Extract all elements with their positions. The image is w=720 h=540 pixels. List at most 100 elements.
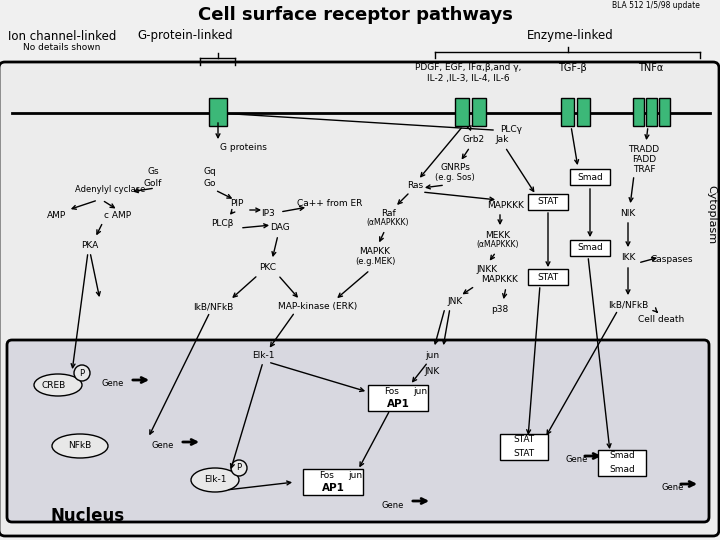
Text: Ca++ from ER: Ca++ from ER [297, 199, 363, 208]
Text: Caspases: Caspases [651, 255, 693, 265]
Bar [646, 98, 657, 126]
Text: PDGF, EGF, IFα,β,and γ,: PDGF, EGF, IFα,β,and γ, [415, 64, 521, 72]
Bar [368, 385, 428, 411]
Ellipse shape [52, 434, 108, 458]
Text: AP1: AP1 [322, 483, 344, 493]
Text: Gene: Gene [382, 501, 404, 510]
Text: IkB/NFkB: IkB/NFkB [193, 302, 233, 312]
Bar [500, 434, 548, 460]
Text: IKK: IKK [621, 253, 635, 262]
Text: Go: Go [204, 179, 216, 187]
Text: Cytoplasm: Cytoplasm [706, 185, 716, 245]
Text: Elk-1: Elk-1 [204, 476, 226, 484]
Text: P: P [236, 463, 242, 472]
Bar [570, 240, 610, 256]
Text: Smad: Smad [609, 464, 635, 474]
Text: Nucleus: Nucleus [50, 507, 124, 525]
Text: TRAF: TRAF [633, 165, 655, 174]
Text: Gq: Gq [204, 167, 217, 177]
Text: Adenylyl cyclase: Adenylyl cyclase [75, 186, 145, 194]
Text: NIK: NIK [621, 208, 636, 218]
Text: STAT: STAT [537, 273, 559, 281]
Ellipse shape [74, 365, 90, 381]
Text: Smad: Smad [577, 244, 603, 253]
Ellipse shape [191, 468, 239, 492]
Text: G-protein-linked: G-protein-linked [138, 30, 233, 43]
Text: IP3: IP3 [261, 208, 275, 218]
FancyBboxPatch shape [0, 62, 719, 536]
Text: Smad: Smad [577, 172, 603, 181]
Text: Jak: Jak [495, 136, 509, 145]
Text: c AMP: c AMP [104, 211, 132, 219]
Text: AMP: AMP [48, 211, 67, 219]
Text: MEKK: MEKK [485, 231, 510, 240]
Text: PLCβ: PLCβ [211, 219, 233, 227]
Bar [659, 98, 670, 126]
Text: STAT: STAT [537, 198, 559, 206]
Text: TRADD: TRADD [629, 145, 660, 154]
Bar [209, 98, 227, 126]
Text: FADD: FADD [632, 156, 656, 165]
Text: Ras: Ras [407, 180, 423, 190]
Text: MAPKK: MAPKK [359, 247, 390, 256]
Text: GNRPs: GNRPs [440, 164, 470, 172]
Text: Fos: Fos [384, 388, 399, 396]
Text: MAPKKK: MAPKKK [487, 200, 524, 210]
Text: STAT: STAT [513, 449, 534, 457]
Text: MAP-kinase (ERK): MAP-kinase (ERK) [279, 302, 358, 312]
Text: Grb2: Grb2 [463, 136, 485, 145]
Text: BLA 512 1/5/98 update: BLA 512 1/5/98 update [612, 2, 700, 10]
Text: TGF-β: TGF-β [557, 63, 586, 73]
Text: STAT: STAT [513, 435, 534, 444]
Bar [570, 169, 610, 185]
Text: PKA: PKA [81, 240, 99, 249]
Text: JNK: JNK [447, 298, 463, 307]
Text: (e.g.MEK): (e.g.MEK) [355, 258, 395, 267]
Text: Gene: Gene [662, 483, 685, 492]
Text: PIP: PIP [230, 199, 243, 208]
Text: Golf: Golf [144, 179, 162, 187]
Text: Enzyme-linked: Enzyme-linked [526, 30, 613, 43]
Bar [528, 269, 568, 285]
Text: (αMAPKKK): (αMAPKKK) [366, 219, 409, 227]
Text: IL-2 ,IL-3, IL-4, IL-6: IL-2 ,IL-3, IL-4, IL-6 [427, 73, 509, 83]
Text: Cell death: Cell death [638, 315, 684, 325]
Text: CREB: CREB [42, 381, 66, 389]
Text: Fos: Fos [319, 471, 334, 481]
Bar [598, 450, 646, 476]
Text: MAPKKK: MAPKKK [482, 275, 518, 285]
Text: (αMAPKKK): (αMAPKKK) [477, 240, 519, 249]
Text: Gene: Gene [152, 442, 174, 450]
Text: Gs: Gs [147, 167, 159, 177]
Text: Gene: Gene [102, 380, 124, 388]
Text: DAG: DAG [270, 224, 290, 233]
Text: NFkB: NFkB [68, 442, 91, 450]
Text: Ion channel-linked: Ion channel-linked [8, 30, 116, 43]
Text: (e.g. Sos): (e.g. Sos) [435, 173, 475, 183]
Text: Smad: Smad [609, 451, 635, 461]
Text: PKC: PKC [259, 264, 276, 273]
Text: No details shown: No details shown [23, 44, 101, 52]
Text: AP1: AP1 [387, 399, 410, 409]
Text: G proteins: G proteins [220, 144, 267, 152]
Bar [561, 98, 574, 126]
Text: jun: jun [425, 350, 439, 360]
Text: JNK: JNK [424, 368, 440, 376]
Ellipse shape [231, 460, 247, 476]
Text: P: P [79, 368, 84, 377]
Text: jun: jun [413, 388, 427, 396]
Text: Cell surface receptor pathways: Cell surface receptor pathways [197, 6, 513, 24]
Bar [633, 98, 644, 126]
Text: IkB/NFkB: IkB/NFkB [608, 300, 648, 309]
FancyBboxPatch shape [7, 340, 709, 522]
Bar [528, 194, 568, 210]
Bar [577, 98, 590, 126]
Bar [303, 469, 363, 495]
Text: JNKK: JNKK [477, 266, 498, 274]
Text: TNFα: TNFα [639, 63, 664, 73]
Text: Raf: Raf [381, 208, 395, 218]
Text: p38: p38 [491, 306, 508, 314]
Text: Elk-1: Elk-1 [252, 352, 274, 361]
Text: PLCγ: PLCγ [500, 125, 522, 134]
Bar [455, 98, 469, 126]
